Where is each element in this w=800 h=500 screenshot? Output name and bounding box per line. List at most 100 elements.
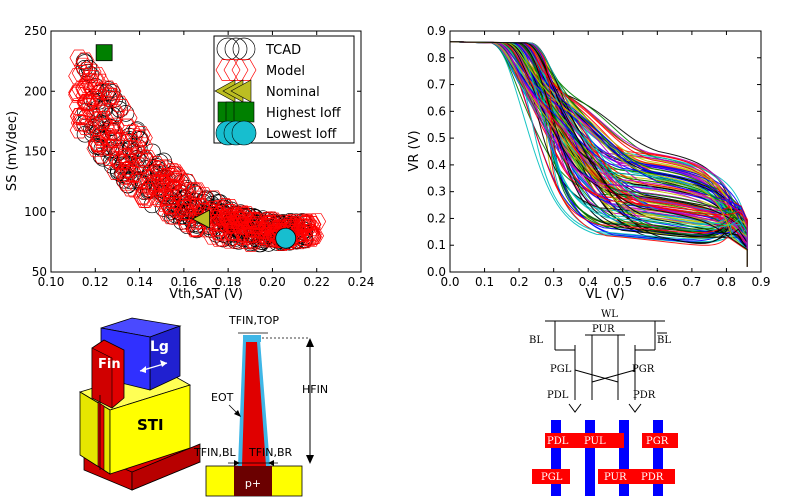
model-point [163,163,183,180]
fin-column-3 [619,420,629,496]
legend-entry: Lowest Ioff [215,120,337,146]
x-tick-label: 0.10 [38,275,65,289]
model-point [212,229,232,247]
model-point [261,218,281,235]
butterfly-curve [449,41,748,267]
legend-label: Lowest Ioff [266,127,337,142]
butterfly-curve [449,41,748,267]
y-tick-label: 0.9 [427,24,446,38]
y-tick-label: 0.3 [427,185,446,199]
model-point [296,215,315,233]
model-point [261,215,281,233]
model-point [169,169,189,187]
y-tick-label: 0.5 [427,131,446,145]
model-point [100,87,120,105]
sram-schematic: WL BL BL PGL PGR PUR PDL PDR [529,309,671,413]
butterfly-curve [449,41,748,267]
y-tick-label: 0.6 [427,104,446,118]
model-point [138,150,158,167]
model-point [300,226,320,243]
fin-column-4 [653,420,663,496]
layout-pgl-label: PGL [541,472,563,483]
butterfly-curve [449,41,748,267]
pgl-label: PGL [550,364,572,375]
x-tick-label: 0.0 [440,275,459,289]
gate-pgl [532,469,570,484]
tfin-top-label: TFIN,TOP [228,314,279,327]
hfin-label: HFIN [302,383,328,396]
model-point [111,153,131,170]
model-point [138,177,158,194]
model-point [181,206,201,223]
lowest-ioff-marker [275,227,297,249]
x-tick-label: 0.9 [751,275,770,289]
model-point [235,218,255,235]
model-point [133,188,153,205]
model-point [95,111,115,128]
bl-label: BL [529,335,543,346]
model-point [168,181,188,198]
model-point [227,232,246,249]
model-point [90,136,110,154]
model-point [130,130,149,147]
y-tick-label: 100 [24,205,47,219]
finfet-3d-illustration: Fin Lg STI [79,317,201,491]
model-point [230,215,250,232]
butterfly-curve [449,41,748,267]
model-point [72,115,92,132]
gate-pgr [642,433,678,448]
lg-arrow-head-right [160,360,167,367]
model-point [124,166,144,183]
model-point [69,122,89,139]
eot-label: EOT [211,391,234,404]
model-point [188,182,207,199]
model-point [210,214,229,231]
x-tick-label: 0.16 [170,275,197,289]
model-point [87,66,107,84]
x-tick-label: 0.6 [648,275,667,289]
model-point [262,231,281,248]
model-point [153,160,173,177]
model-point [103,130,123,147]
model-point [76,82,96,100]
model-point [237,206,257,223]
model-point [183,183,202,200]
model-point [261,224,281,242]
model-point [204,190,224,207]
model-point [89,126,109,143]
chart2-xlabel: VL (V) [585,287,624,302]
chart2-ticks: 0.0 0.1 0.2 0.3 0.4 0.5 0.6 0.7 0.8 0.9 0.0 0.1 0.2 0… [427,24,771,289]
legend-label: Nominal [266,85,320,100]
model-point [168,200,188,217]
model-point [98,80,118,97]
substrate-region [234,466,272,496]
highest-ioff-marker [95,44,113,62]
pdl-label: PDL [547,390,569,401]
model-point [68,86,88,104]
model-point [302,230,322,247]
model-point [209,230,229,247]
model-point [110,95,130,113]
butterfly-curve [449,41,748,267]
model-point [161,198,181,216]
model-point [92,147,112,164]
model-point [119,161,139,178]
model-point [87,73,107,91]
model-point [86,91,106,108]
model-point [307,213,327,230]
y-tick-label: 150 [24,145,47,159]
gate-pdl [545,433,581,448]
legend-entry: TCAD [216,37,301,61]
y-tick-label: 0.0 [427,265,446,279]
substrate-label: p+ [245,477,261,490]
pgr-label: PGR [632,364,655,375]
model-point [302,216,321,233]
butterfly-curve [449,41,748,267]
model-point [107,128,127,146]
model-point [141,178,160,195]
model-point [77,93,97,111]
fin-bottom-stub [97,401,105,471]
model-point [150,174,170,191]
model-point [246,216,266,233]
